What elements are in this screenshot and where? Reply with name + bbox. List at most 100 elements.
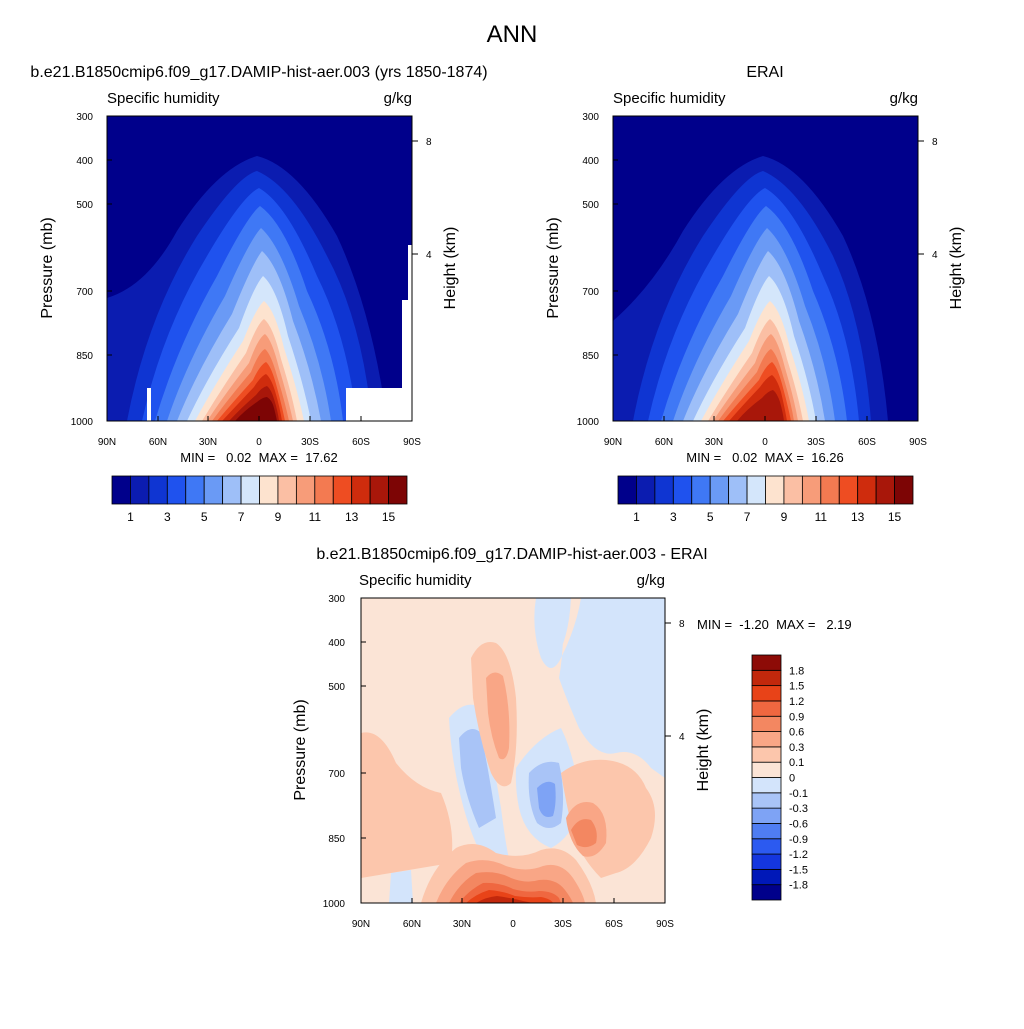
colorbar-swatch [709,475,730,505]
y-tick-label: 300 [328,594,345,605]
colorbar-swatch [751,715,782,732]
y-axis-pressure: 300 400 500 700 850 1000 Pressure (mb) [39,112,112,428]
colorbar-swatch [857,475,877,505]
units-label: g/kg [637,572,665,589]
y2-axis-label: Height (km) [695,709,712,792]
y-tick-label: 400 [582,156,599,167]
colorbar-label: 11 [815,510,828,524]
colorbar-swatch [240,475,260,505]
colorbar-swatch [751,823,782,840]
colorbar-swatch [751,807,782,824]
colorbar-swatch [765,475,785,505]
contour-band [616,598,665,625]
x-tick-label: 60N [403,919,421,930]
colorbar-label: 1.2 [789,696,804,708]
x-tick-label: 30S [554,919,572,930]
min-max-label: MIN = 0.02 MAX = 17.62 [180,450,338,465]
contour-band [549,598,571,658]
contour-plot [613,116,918,421]
x-ticks [612,416,919,421]
y2-ticks [665,622,671,737]
colorbar-swatch [838,475,859,505]
y-tick-label: 300 [582,112,599,123]
x-tick-label: 30N [199,437,217,448]
colorbar-swatch [369,475,389,505]
colorbar-label: 9 [275,510,282,524]
x-ticks [106,416,413,421]
contour-band [235,397,277,421]
contour-band [459,729,496,828]
colorbar-label: 0.9 [789,711,804,723]
units-label: g/kg [890,90,918,107]
colorbar-swatch [295,475,316,505]
colorbar-swatch [746,475,766,505]
x-tick-label: 60S [352,437,370,448]
colorbar-label: 0 [789,773,795,785]
x-axis-latitude: 90N 60N 30N 0 30S 60S 90S [604,416,927,448]
min-max-label: MIN = -1.20 MAX = 2.19 [697,617,852,632]
y2-axis-height: 8 4 Height (km) [918,137,965,309]
y-axis-pressure: 300 400 500 700 850 1000 Pressure (mb) [292,594,366,910]
x-tick-label: 60S [605,919,623,930]
colorbar: 1 3 5 7 9 11 13 15 [111,475,408,524]
y2-tick-label: 4 [679,732,685,743]
field-label: Specific humidity [613,90,726,107]
y2-ticks [412,140,418,255]
x-tick-label: 0 [256,437,262,448]
y-tick-label: 500 [582,200,599,211]
colorbar-label: 3 [670,510,677,524]
y2-tick-label: 4 [932,250,938,261]
colorbar-swatch [751,777,782,794]
colorbar-label: 5 [707,510,714,524]
y2-axis-height: 8 4 Height (km) [665,619,712,791]
colorbar-swatch [111,475,131,505]
colorbar-label: 7 [744,510,751,524]
y-tick-label: 500 [328,682,345,693]
colorbar-swatch [751,700,782,717]
colorbar-label: -1.8 [789,880,808,892]
contour-plot [107,116,412,421]
contour-band [476,598,665,778]
colorbar-label: 13 [345,510,359,524]
colorbar-swatch [751,685,782,702]
colorbar-swatch [203,475,224,505]
y2-tick-label: 8 [679,619,685,630]
colorbar-swatch [259,475,279,505]
colorbar-swatch [388,475,408,505]
difference-contours [361,598,665,903]
panel-title: ERAI [746,64,783,81]
y-tick-label: 400 [328,638,345,649]
colorbar-swatch [332,475,353,505]
colorbar-swatch [751,838,782,855]
y-tick-label: 1000 [323,899,346,910]
y2-tick-label: 8 [426,137,432,148]
colorbar-label: 7 [238,510,245,524]
y2-axis-label: Height (km) [948,227,965,310]
panel-erai: ERAI Specific humidity g/kg [545,64,965,524]
x-tick-label: 30N [705,437,723,448]
y-tick-label: 400 [76,156,93,167]
x-tick-label: 60N [149,437,167,448]
missing-data [147,388,151,421]
x-ticks [360,898,666,903]
colorbar-label: -1.2 [789,849,808,861]
colorbar-label: 0.1 [789,757,804,769]
y-tick-label: 850 [328,834,345,845]
x-tick-label: 90S [656,919,674,930]
colorbar-swatch [801,475,822,505]
colorbar-swatch [751,669,782,687]
colorbar-label: 9 [781,510,788,524]
colorbar-swatch [222,475,242,505]
x-tick-label: 90N [352,919,370,930]
contour-band [361,732,453,878]
y-tick-label: 700 [76,287,93,298]
contour-band [571,819,597,848]
colorbar-swatch [751,654,782,671]
contour-band [486,672,510,760]
colorbar-swatch [751,853,782,870]
colorbar-label: -0.6 [789,818,808,830]
colorbar-label: 0.3 [789,742,804,754]
y2-ticks [918,140,924,255]
colorbar-swatch [751,746,782,763]
